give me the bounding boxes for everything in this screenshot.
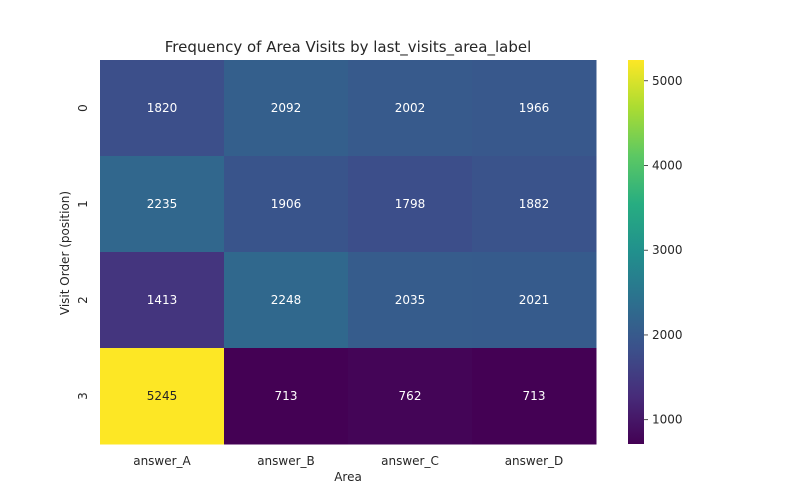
cell-value-label: 1966 (519, 101, 550, 115)
cell-value-label: 713 (275, 389, 298, 403)
cell-value-label: 2002 (395, 101, 426, 115)
heatmap-cell (100, 156, 225, 253)
heatmap-cell (472, 252, 597, 349)
heatmap-cell (100, 252, 225, 349)
cell-value-label: 1882 (519, 197, 550, 211)
cell-value-label: 2235 (147, 197, 178, 211)
y-tick-labels: 0 1 2 3 (76, 104, 90, 400)
y-tick-label: 2 (76, 296, 90, 304)
heatmap-cell (348, 156, 473, 253)
heatmap-cell (224, 156, 349, 253)
cell-value-label: 762 (399, 389, 422, 403)
colorbar-tick-label: 2000 (652, 328, 683, 342)
colorbar-tick-label: 5000 (652, 74, 683, 88)
cell-value-label: 1798 (395, 197, 426, 211)
heatmap-cell (348, 348, 473, 445)
colorbar-ticks: 1000 2000 3000 4000 5000 (644, 74, 683, 427)
cell-value-label: 1413 (147, 293, 178, 307)
cell-value-label: 1906 (271, 197, 302, 211)
cell-value-label: 1820 (147, 101, 178, 115)
y-tick-label: 3 (76, 392, 90, 400)
heatmap-cells: 1820 2092 2002 1966 2235 1906 1798 1882 1413 2248… (100, 60, 597, 445)
y-tick-label: 0 (76, 104, 90, 112)
y-tick-label: 1 (76, 200, 90, 208)
heatmap-cell (224, 252, 349, 349)
cell-value-label: 5245 (147, 389, 178, 403)
cell-value-label: 713 (523, 389, 546, 403)
chart-title: Frequency of Area Visits by last_visits_… (165, 38, 532, 57)
heatmap-cell (348, 252, 473, 349)
heatmap-cell (100, 348, 225, 445)
heatmap-cell (348, 60, 473, 157)
heatmap-cell (100, 60, 225, 157)
heatmap-cell (224, 60, 349, 157)
x-tick-labels: answer_A answer_B answer_C answer_D (133, 454, 563, 468)
colorbar-tick-label: 1000 (652, 413, 683, 427)
colorbar-tick-label: 4000 (652, 158, 683, 172)
x-tick-label: answer_A (133, 454, 191, 468)
y-axis-label: Visit Order (position) (58, 191, 72, 315)
x-axis-label: Area (334, 470, 362, 484)
heatmap-cell (224, 348, 349, 445)
colorbar-tick-label: 3000 (652, 243, 683, 257)
x-tick-label: answer_B (257, 454, 315, 468)
heatmap-cell (472, 156, 597, 253)
heatmap-cell (472, 60, 597, 157)
cell-value-label: 2092 (271, 101, 302, 115)
cell-value-label: 2021 (519, 293, 550, 307)
cell-value-label: 2035 (395, 293, 426, 307)
x-tick-label: answer_C (381, 454, 439, 468)
x-tick-label: answer_D (505, 454, 564, 468)
cell-value-label: 2248 (271, 293, 302, 307)
colorbar (628, 60, 644, 444)
heatmap-cell (472, 348, 597, 445)
